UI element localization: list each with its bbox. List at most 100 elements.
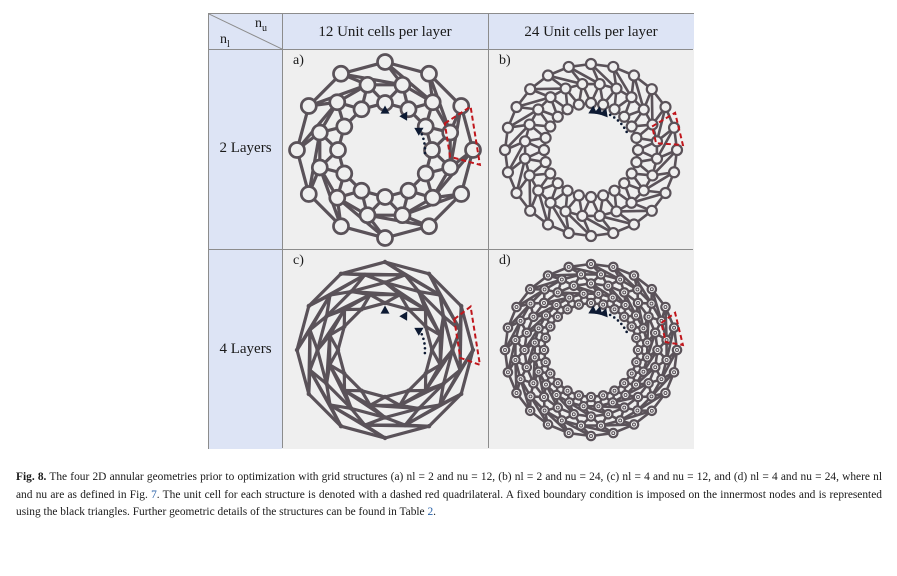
lattice-node-core [542, 395, 546, 399]
table-link[interactable]: 2 [427, 506, 434, 518]
lattice-strut [612, 265, 639, 291]
lattice-node [668, 366, 680, 378]
figure-link[interactable]: 7 [151, 488, 157, 501]
lattice-node [646, 298, 657, 309]
support-triangle [593, 106, 603, 116]
support-dot [420, 132, 424, 136]
lattice-node [609, 385, 620, 397]
lattice-node [329, 141, 347, 159]
lattice-node [667, 121, 681, 134]
lattice-node [585, 258, 597, 270]
panel-label: c) [293, 253, 304, 268]
lattice-node-core [528, 301, 533, 306]
lattice-node [518, 152, 532, 165]
lattice-strut [619, 409, 653, 422]
lattice-node [510, 334, 521, 346]
lattice-strut [308, 273, 366, 308]
lattice-node [540, 332, 551, 344]
lattice-strut [506, 302, 532, 329]
lattice-node-core [518, 377, 523, 382]
lattice-node [510, 186, 523, 200]
lattice-node [525, 391, 536, 402]
lattice-ring [308, 273, 462, 427]
lattice-node-core [565, 388, 570, 393]
lattice-node [542, 419, 554, 430]
lattice-node [626, 368, 638, 379]
lattice-node [618, 110, 631, 123]
lattice-strut [660, 349, 679, 380]
panel-c: c) [282, 249, 488, 449]
lattice-strut [561, 419, 592, 438]
lattice-node-core [659, 377, 664, 382]
support-dot [423, 342, 426, 345]
lattice-node-core [622, 290, 627, 295]
lattice-joint [402, 422, 408, 428]
panel-d: d) [488, 249, 694, 449]
lattice-strut [384, 281, 427, 311]
lattice-node [561, 184, 574, 197]
lattice-node [649, 361, 661, 373]
lattice-node [539, 156, 552, 169]
lattice-node-core [645, 340, 650, 345]
lattice-joint [367, 403, 373, 408]
support-triangle [399, 311, 408, 321]
caption-text: l = 2 and nu = 12, (b) nl = 2 and nu = 2… [16, 471, 882, 501]
lattice-node [399, 181, 418, 200]
lattice-node [652, 344, 663, 356]
lattice-node [620, 389, 631, 401]
lattice-node [523, 118, 536, 131]
lattice-node-core [622, 405, 627, 410]
lattice-node [595, 269, 607, 280]
support-dot [612, 116, 616, 119]
lattice-node [501, 121, 515, 134]
lattice-node [515, 373, 526, 385]
lattice-node-core [524, 365, 529, 370]
lattice-joint [406, 388, 411, 393]
lattice-node-core [611, 264, 616, 269]
figure-caption: Fig. 8. The four 2D annular geometries p… [16, 469, 882, 522]
lattice-joint [327, 292, 333, 298]
lattice-node [628, 419, 640, 430]
lattice-node-core [566, 264, 571, 269]
lattice-node [610, 82, 623, 95]
lattice-node [563, 261, 575, 273]
lattice-node [544, 91, 557, 104]
lattice-node [632, 297, 644, 309]
lattice-node [614, 274, 626, 285]
lattice-node [618, 377, 630, 389]
lattice-node [416, 164, 435, 183]
lattice-joint [438, 332, 443, 338]
lattice-node [358, 75, 377, 94]
lattice-node [610, 205, 623, 218]
lattice-node-core [645, 355, 650, 360]
support-dot [423, 351, 427, 355]
lattice-node [584, 229, 598, 243]
lattice-joint [437, 402, 443, 408]
lattice-node [585, 297, 597, 309]
lattice-strut [295, 294, 332, 351]
lattice-node [618, 287, 630, 298]
support-dot [622, 126, 626, 130]
lattice-node [524, 83, 537, 96]
lattice-node-core [632, 422, 636, 427]
lattice-node [585, 391, 597, 403]
lattice-strut [650, 371, 676, 398]
lattice-node-core [555, 314, 560, 319]
lattice-node-core [542, 287, 547, 292]
lattice-node-core [623, 303, 628, 307]
lattice-node [630, 156, 643, 169]
lattice-node [568, 280, 580, 292]
support-triangle [380, 105, 390, 114]
lattice-ring [336, 101, 434, 199]
lattice-joint [423, 371, 428, 376]
lattice-node-core [636, 348, 640, 352]
lattice-node [538, 297, 550, 309]
lattice-node [393, 206, 412, 225]
lattice-node [602, 280, 614, 292]
lattice-node [529, 352, 541, 363]
lattice-strut [307, 329, 312, 395]
lattice-node [423, 93, 442, 112]
lattice-node-core [518, 318, 523, 323]
lattice-node [539, 131, 552, 144]
lattice-diagram-c [294, 259, 482, 441]
